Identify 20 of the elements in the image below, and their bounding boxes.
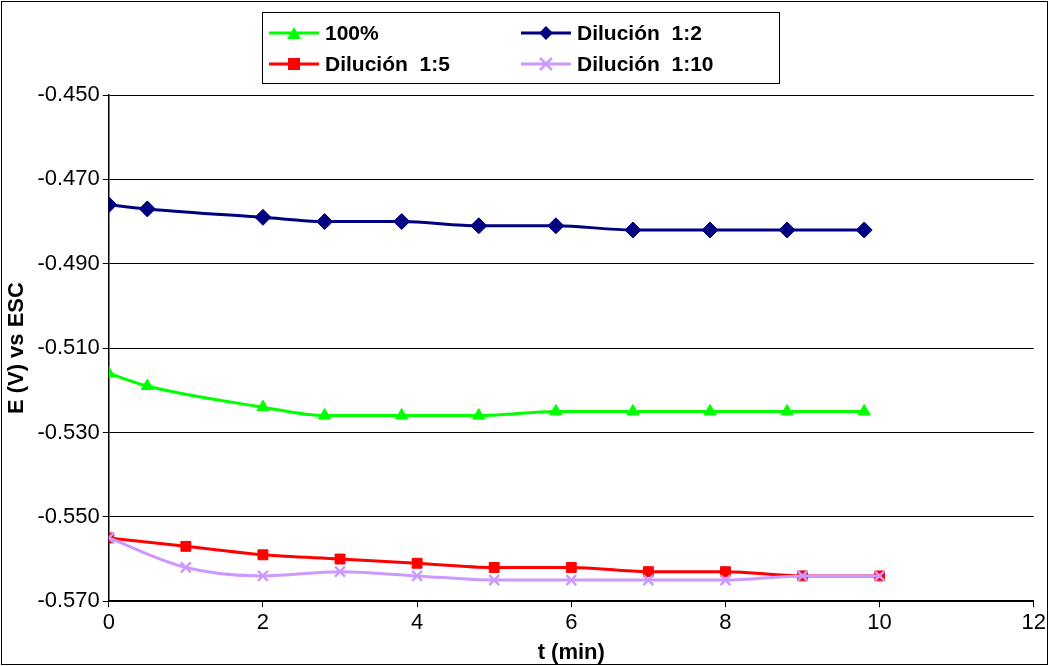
y-tick-label: -0.470 xyxy=(37,165,100,191)
x-tick-label: 2 xyxy=(256,609,270,635)
y-axis-title: E (V) vs ESC xyxy=(3,281,29,415)
x-tick-label: 4 xyxy=(410,609,424,635)
y-tick-label: -0.530 xyxy=(37,418,100,444)
x-axis-title: t (min) xyxy=(537,638,605,664)
legend-label: Dilución 1:2 xyxy=(577,20,702,45)
legend-label: 100% xyxy=(325,20,379,45)
y-tick-label: -0.450 xyxy=(37,81,100,107)
y-tick-label: -0.490 xyxy=(37,249,100,275)
x-tick-label: 0 xyxy=(102,609,115,635)
legend-label: Dilución 1:10 xyxy=(577,51,714,76)
x-tick-label: 6 xyxy=(565,609,578,635)
legend-label: Dilución 1:5 xyxy=(325,51,450,76)
y-tick-label: -0.570 xyxy=(37,587,100,613)
x-tick-label: 10 xyxy=(867,609,892,635)
y-tick-label: -0.550 xyxy=(37,502,100,528)
x-tick-label: 12 xyxy=(1021,609,1047,635)
y-tick-label: -0.510 xyxy=(37,334,100,360)
x-tick-label: 8 xyxy=(719,609,732,635)
